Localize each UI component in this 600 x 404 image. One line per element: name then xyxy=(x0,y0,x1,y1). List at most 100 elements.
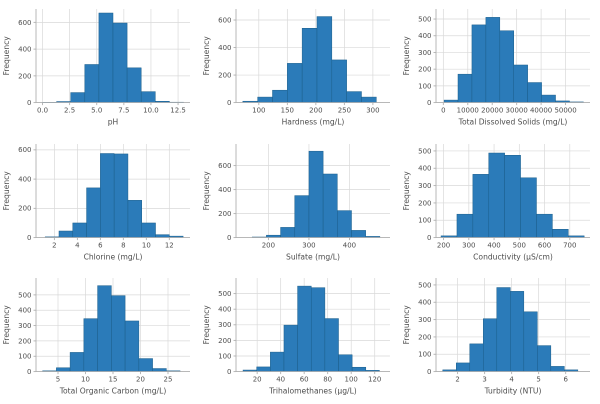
y-tick-label: 400 xyxy=(418,164,431,172)
histogram-bar xyxy=(324,318,339,373)
x-tick-label: 2.5 xyxy=(64,107,75,115)
histogram-cell: 0 100 200 300 400 500 2 3 4 5 6 Turbidity (NTU) Freq… xyxy=(400,269,600,404)
y-tick-label: 200 xyxy=(418,66,431,74)
x-tick-label: 20 xyxy=(136,376,145,384)
x-tick-label: 20000 xyxy=(481,107,503,115)
y-tick-label: 600 xyxy=(218,16,231,24)
x-tick-label: 100 xyxy=(345,376,358,384)
y-tick-label: 200 xyxy=(18,204,31,212)
histogram-4: 0 200 400 600 200 300 400 Sulfate (mg/L) Frequen… xyxy=(200,135,400,270)
x-tick-label: 300 xyxy=(366,107,379,115)
y-tick-label: 200 xyxy=(418,334,431,342)
histogram-bar xyxy=(496,287,511,373)
histogram-bar xyxy=(113,153,129,238)
y-tick-label: 500 xyxy=(418,147,431,155)
x-tick-label: 400 xyxy=(487,241,500,249)
histogram-bar xyxy=(456,362,471,373)
histogram-6: 0 100 200 300 400 500 5 10 15 20 25 Total Organic C… xyxy=(0,269,200,404)
histogram-bar xyxy=(270,352,285,373)
x-axis-label: Turbidity (NTU) xyxy=(484,387,542,396)
x-axis-label: Hardness (mg/L) xyxy=(282,118,345,127)
histogram-bar xyxy=(294,194,310,238)
histogram-bar xyxy=(322,173,338,238)
histogram-bar xyxy=(550,366,565,373)
histogram-cell: 0 100 200 300 400 500 0 10000 20000 30000 40000 500… xyxy=(400,0,600,135)
x-axis-label: pH xyxy=(108,118,119,127)
histogram-cell: 0 200 400 600 200 300 400 Sulfate (mg/L) Frequen… xyxy=(200,135,400,270)
x-tick-label: 0.0 xyxy=(37,107,48,115)
histogram-bar xyxy=(112,22,128,103)
y-tick-label: 0 xyxy=(427,234,431,242)
y-tick-label: 300 xyxy=(418,316,431,324)
bars xyxy=(443,17,584,103)
histogram-cell: 0 100 200 300 400 500 5 10 15 20 25 Total Organic C… xyxy=(0,269,200,404)
y-tick-label: 100 xyxy=(418,216,431,224)
histogram-bar xyxy=(86,187,101,238)
y-axis-label: Frequency xyxy=(202,170,211,210)
histogram-8: 0 100 200 300 400 500 2 3 4 5 6 Turbidity (NTU) Freq… xyxy=(400,269,600,404)
y-tick-label: 500 xyxy=(418,282,431,290)
bars xyxy=(442,287,579,373)
x-tick-label: 7.5 xyxy=(118,107,129,115)
histogram-bar xyxy=(346,91,362,103)
histogram-bar xyxy=(456,213,474,238)
histogram-bar xyxy=(523,311,538,373)
histogram-bar xyxy=(126,67,142,103)
histogram-cell: 0 200 400 600 2 4 6 8 10 12 Chlorine (mg/L) Frequen… xyxy=(0,135,200,270)
x-tick-label: 10.0 xyxy=(143,107,159,115)
x-tick-label: 10000 xyxy=(457,107,479,115)
y-tick-label: 0 xyxy=(27,368,31,376)
y-axis-label: Frequency xyxy=(2,36,11,76)
y-tick-label: 600 xyxy=(218,162,231,170)
y-axis-label: Frequency xyxy=(202,36,211,76)
histogram-bar xyxy=(83,318,98,373)
x-tick-label: 15 xyxy=(109,376,118,384)
histogram-bar xyxy=(537,345,552,373)
x-tick-label: 3 xyxy=(482,376,486,384)
histogram-bar xyxy=(331,59,347,103)
histogram-bar xyxy=(58,230,74,238)
histogram-bar xyxy=(301,28,318,103)
bars xyxy=(44,152,184,238)
x-tick-label: 12 xyxy=(165,241,174,249)
histogram-bar xyxy=(272,89,288,103)
y-tick-label: 500 xyxy=(18,291,31,299)
histogram-bar xyxy=(471,24,487,103)
x-axis-label: Trihalomethanes (μg/L) xyxy=(268,387,357,396)
histogram-bar xyxy=(513,64,528,103)
x-tick-label: 200 xyxy=(437,241,450,249)
histogram-5: 0 100 200 300 400 500 200 300 400 500 600 700 Conduc… xyxy=(400,135,600,270)
x-tick-label: 30000 xyxy=(506,107,528,115)
histogram-bar xyxy=(483,318,498,373)
histogram-2: 0 100 200 300 400 500 0 10000 20000 30000 40000 500… xyxy=(400,0,600,135)
x-tick-label: 6 xyxy=(98,241,102,249)
y-tick-label: 400 xyxy=(18,46,31,54)
x-tick-label: 120 xyxy=(368,376,381,384)
x-tick-label: 100 xyxy=(252,107,265,115)
histogram-bar xyxy=(316,16,333,103)
histogram-3: 0 200 400 600 2 4 6 8 10 12 Chlorine (mg/L) Frequen… xyxy=(0,135,200,270)
histogram-bar xyxy=(280,226,296,238)
x-tick-label: 300 xyxy=(302,241,315,249)
y-tick-label: 400 xyxy=(418,299,431,307)
y-tick-label: 500 xyxy=(418,15,431,23)
x-tick-label: 12.5 xyxy=(170,107,186,115)
histogram-bar xyxy=(124,320,140,373)
y-tick-label: 0 xyxy=(227,99,231,107)
x-tick-label: 4 xyxy=(509,376,514,384)
histogram-bar xyxy=(536,213,553,238)
bars xyxy=(242,16,377,103)
histogram-bar xyxy=(152,368,167,373)
y-tick-label: 600 xyxy=(18,19,31,27)
y-tick-label: 100 xyxy=(218,353,231,361)
x-tick-label: 20 xyxy=(253,376,262,384)
x-tick-label: 0 xyxy=(441,107,445,115)
y-tick-label: 0 xyxy=(427,99,431,107)
histogram-1: 0 200 400 600 100 150 200 250 300 Hardness (mg/L)… xyxy=(200,0,400,135)
y-tick-label: 200 xyxy=(18,337,31,345)
histogram-bar xyxy=(70,92,86,103)
y-tick-label: 400 xyxy=(18,175,31,183)
x-tick-label: 700 xyxy=(563,241,576,249)
x-tick-label: 60 xyxy=(300,376,309,384)
histogram-bar xyxy=(140,91,156,103)
